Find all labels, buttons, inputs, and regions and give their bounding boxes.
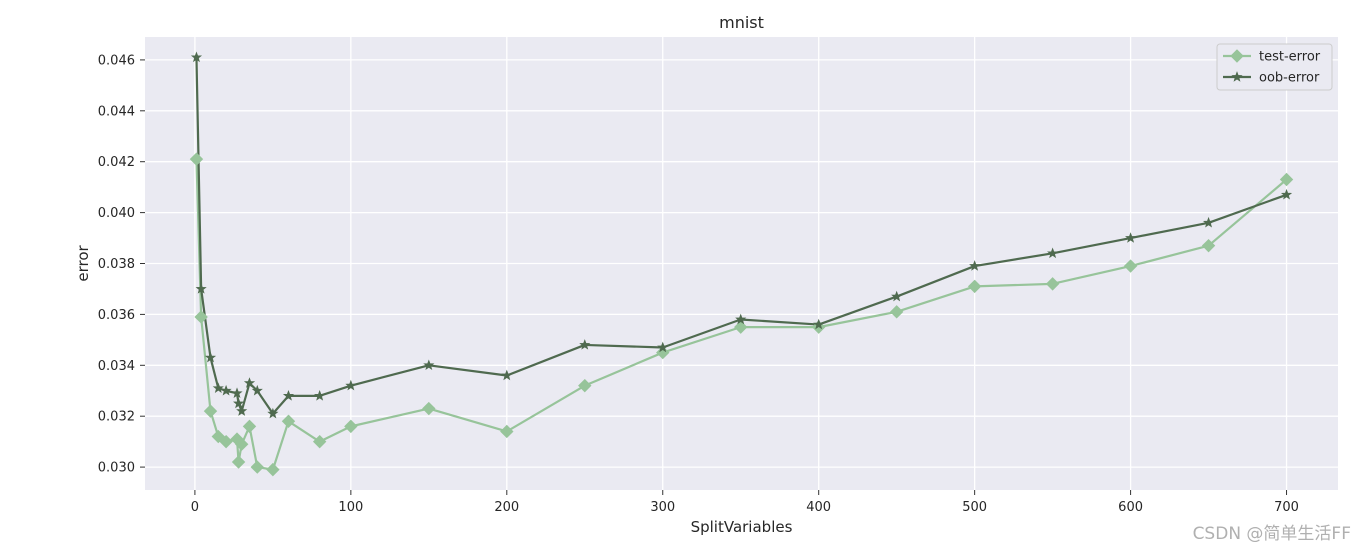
point-test-error xyxy=(312,434,327,449)
point-oob-error xyxy=(212,382,224,393)
point-oob-error xyxy=(423,359,435,371)
y-tick-label: 0.036 xyxy=(98,308,135,323)
point-test-error xyxy=(656,345,670,360)
x-axis-label: SplitVariables xyxy=(691,518,793,536)
point-oob-error xyxy=(190,51,203,63)
x-tick-label: 0 xyxy=(191,500,199,515)
point-oob-error xyxy=(1125,232,1137,243)
point-oob-error xyxy=(314,389,326,401)
point-oob-error xyxy=(243,377,256,388)
point-oob-error xyxy=(232,397,245,409)
point-oob-error xyxy=(231,387,243,399)
x-tick-label: 200 xyxy=(494,500,519,515)
y-tick-label: 0.042 xyxy=(98,155,135,170)
point-oob-error xyxy=(1280,188,1293,200)
y-tick-label: 0.046 xyxy=(98,53,135,68)
point-test-error xyxy=(281,414,296,428)
point-test-error xyxy=(1201,238,1216,253)
point-oob-error xyxy=(1047,247,1059,259)
point-oob-error xyxy=(251,384,263,396)
y-tick-label: 0.044 xyxy=(98,104,135,119)
y-tick-label: 0.032 xyxy=(98,410,135,425)
x-tick-label: 100 xyxy=(338,500,363,515)
x-tick-label: 500 xyxy=(962,500,987,515)
point-test-error xyxy=(1123,259,1138,273)
point-oob-error xyxy=(195,283,207,294)
legend-label: oob-error xyxy=(1259,71,1320,86)
grid xyxy=(145,37,1338,490)
point-oob-error xyxy=(813,318,825,330)
point-oob-error xyxy=(282,389,295,401)
point-oob-error xyxy=(204,351,217,363)
legend-label: test-error xyxy=(1259,50,1321,65)
point-test-error xyxy=(1279,172,1294,187)
point-oob-error xyxy=(236,405,248,416)
x-tick-label: 700 xyxy=(1274,500,1299,515)
point-test-error xyxy=(250,460,264,474)
point-test-error xyxy=(1045,277,1060,291)
point-test-error xyxy=(344,419,358,434)
point-test-error xyxy=(203,404,218,418)
point-oob-error xyxy=(267,407,279,419)
point-test-error xyxy=(889,305,904,319)
point-test-error xyxy=(500,424,514,439)
point-oob-error xyxy=(891,290,903,302)
x-tick-label: 400 xyxy=(806,500,831,515)
watermark: CSDN @简单生活FF xyxy=(1192,524,1351,544)
point-test-error xyxy=(422,401,436,416)
point-oob-error xyxy=(969,260,981,271)
point-oob-error xyxy=(579,339,591,350)
point-test-error xyxy=(734,320,748,334)
y-tick-label: 0.038 xyxy=(98,257,135,272)
point-test-error xyxy=(219,434,233,449)
point-test-error xyxy=(967,279,982,294)
point-test-error xyxy=(231,455,246,469)
legend: test-error oob-error xyxy=(1216,43,1333,91)
legend-marker xyxy=(1230,49,1244,63)
point-test-error xyxy=(211,429,226,444)
point-test-error xyxy=(194,310,208,324)
point-oob-error xyxy=(1202,216,1215,228)
y-tick-label: 0.040 xyxy=(98,206,135,221)
x-tick-label: 600 xyxy=(1118,500,1143,515)
series-markers xyxy=(189,51,1294,477)
chart-title: mnist xyxy=(719,13,764,32)
point-oob-error xyxy=(501,369,513,381)
y-tick-label: 0.034 xyxy=(98,359,135,374)
point-oob-error xyxy=(345,379,357,391)
point-test-error xyxy=(189,152,204,166)
point-test-error xyxy=(578,378,592,393)
point-test-error xyxy=(266,462,280,477)
point-oob-error xyxy=(220,384,232,396)
point-oob-error xyxy=(657,341,669,353)
point-oob-error xyxy=(735,313,747,325)
y-axis-label: error xyxy=(74,245,92,282)
y-tick-label: 0.030 xyxy=(98,461,135,476)
point-test-error xyxy=(242,419,257,434)
point-test-error xyxy=(234,437,249,451)
axes: 0 100 200 300 400 500 600 700 0.030 0.032 0.034 0.0… xyxy=(98,53,1299,515)
legend-marker xyxy=(1231,71,1243,82)
x-tick-label: 300 xyxy=(650,500,675,515)
